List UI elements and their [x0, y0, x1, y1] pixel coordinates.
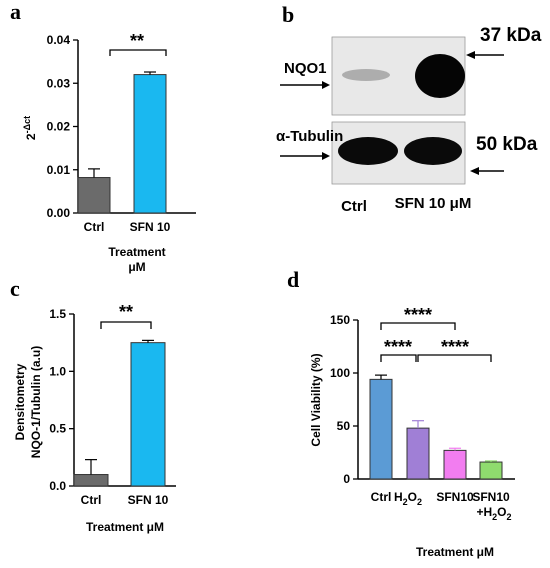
panel-d-y-ticks: 0 50 100 150: [330, 313, 358, 486]
panel-b-letter: b: [282, 2, 294, 27]
blot-label-nqo1: NQO1: [284, 60, 327, 77]
panel-c-y-tick-label: 0.0: [49, 479, 66, 493]
panel-d-sig-bracket-3: [417, 354, 492, 362]
panel-d-sig-label-3: ****: [441, 337, 469, 357]
panel-a-y-tick-label: 0.02: [47, 120, 71, 134]
blot-lane-ctrl: Ctrl: [341, 198, 367, 215]
panel-a-category-label: SFN 10: [130, 220, 171, 234]
panel-d-sig-bracket-1: [380, 322, 456, 330]
panel-a-letter: a: [10, 0, 21, 24]
panel-a-bar: [133, 74, 167, 214]
panel-c-y-label-line1: Densitometry: [13, 363, 27, 440]
panel-d-cat-combo-line2: +H2O2: [476, 505, 511, 522]
panel-a-x-label-line2: μM: [128, 260, 145, 274]
panel-d-y-tick-label: 50: [337, 419, 351, 433]
panel-c-x-label: Treatment μM: [86, 520, 164, 534]
blot-kda-50: 50 kDa: [476, 134, 538, 155]
panel-c-category-label: SFN 10: [128, 493, 169, 507]
panel-d-y-tick-label: 150: [330, 313, 350, 327]
panel-d-sig-label-2: ****: [384, 337, 412, 357]
panel-a-bar: [77, 177, 111, 214]
panel-d-sig-bracket-2: [380, 354, 417, 362]
panel-d-y-tick-label: 100: [330, 366, 350, 380]
panel-c-sig-label: **: [119, 302, 133, 322]
blot-tubulin-band-sfn: [404, 137, 462, 165]
blot-tubulin-arrow-head: [322, 152, 330, 160]
blot-kda-50-arrow-head: [470, 167, 479, 175]
panel-d-bar: [369, 378, 393, 480]
panel-a-category-label: Ctrl: [84, 220, 105, 234]
panel-c-bar: [73, 474, 109, 487]
panel-d: d Cell Viability (%) 0 50 100 150 Ctrl SFN10…: [287, 267, 515, 559]
panel-c-bar: [130, 342, 166, 487]
panel-c-bars: Ctrl SFN 10: [73, 339, 169, 507]
blot-lane-sfn: SFN 10 μM: [395, 195, 472, 212]
panel-a-y-tick-label: 0.01: [47, 163, 71, 177]
panel-a-sig-label: **: [130, 31, 144, 51]
panel-d-x-label: Treatment μM: [416, 545, 494, 559]
blot-kda-37: 37 kDa: [480, 25, 542, 46]
panel-a-y-label: 2-Δct: [22, 116, 38, 140]
blot-nqo1-arrow-head: [322, 81, 330, 89]
panel-d-y-tick-label: 0: [343, 472, 350, 486]
panel-a-y-tick-label: 0.03: [47, 76, 71, 90]
blot-nqo1-band-sfn: [415, 54, 465, 98]
panel-a-y-tick-label: 0.00: [47, 206, 71, 220]
blot-label-tubulin: α-Tubulin: [276, 128, 343, 145]
panel-d-bar: [479, 461, 503, 480]
panel-a-sig-bracket: [109, 49, 167, 56]
panel-a-x-label-line1: Treatment: [108, 245, 165, 259]
panel-c-y-tick-label: 1.5: [49, 307, 66, 321]
panel-b: b NQO1 α-Tubulin 37 kDa 50 kDa Ctrl SFN …: [276, 2, 542, 215]
panel-a-bars: Ctrl SFN 10: [77, 71, 171, 234]
panel-d-letter: d: [287, 267, 299, 292]
panel-c-y-tick-label: 1.0: [49, 364, 66, 378]
panel-c: c Densitometry NQO-1/Tubulin (a.u) 0.00.…: [10, 276, 176, 534]
blot-kda-37-arrow-head: [466, 51, 475, 59]
panel-c-y-ticks: 0.0 0.5 1.0 1.5: [49, 307, 74, 493]
blot-nqo1-band-ctrl: [342, 69, 390, 81]
panel-d-sig-label-1: ****: [404, 305, 432, 325]
panel-a: a 2-Δct 0.000.010.020.030.04 Ctrl SFN 10 …: [10, 0, 196, 274]
panel-d-bar: [443, 449, 467, 480]
panel-c-sig-bracket: [100, 321, 152, 329]
panel-d-bar: [406, 427, 430, 480]
panel-c-y-label-line2: NQO-1/Tubulin (a.u): [29, 346, 43, 458]
panel-c-letter: c: [10, 276, 20, 301]
panel-d-category-label: SFN10: [436, 490, 474, 504]
panel-d-y-label: Cell Viability (%): [309, 353, 323, 446]
panel-d-cat-h2o2: H2O2: [394, 490, 422, 507]
panel-d-category-label: SFN10: [472, 490, 510, 504]
panel-d-category-label: Ctrl: [371, 490, 392, 504]
panel-a-y-ticks: 0.00 0.01 0.02 0.03 0.04: [47, 33, 78, 220]
panel-a-y-tick-label: 0.04: [47, 33, 71, 47]
blot-tubulin-band-ctrl: [338, 137, 398, 165]
panel-c-category-label: Ctrl: [81, 493, 102, 507]
panel-c-y-tick-label: 0.5: [49, 422, 66, 436]
